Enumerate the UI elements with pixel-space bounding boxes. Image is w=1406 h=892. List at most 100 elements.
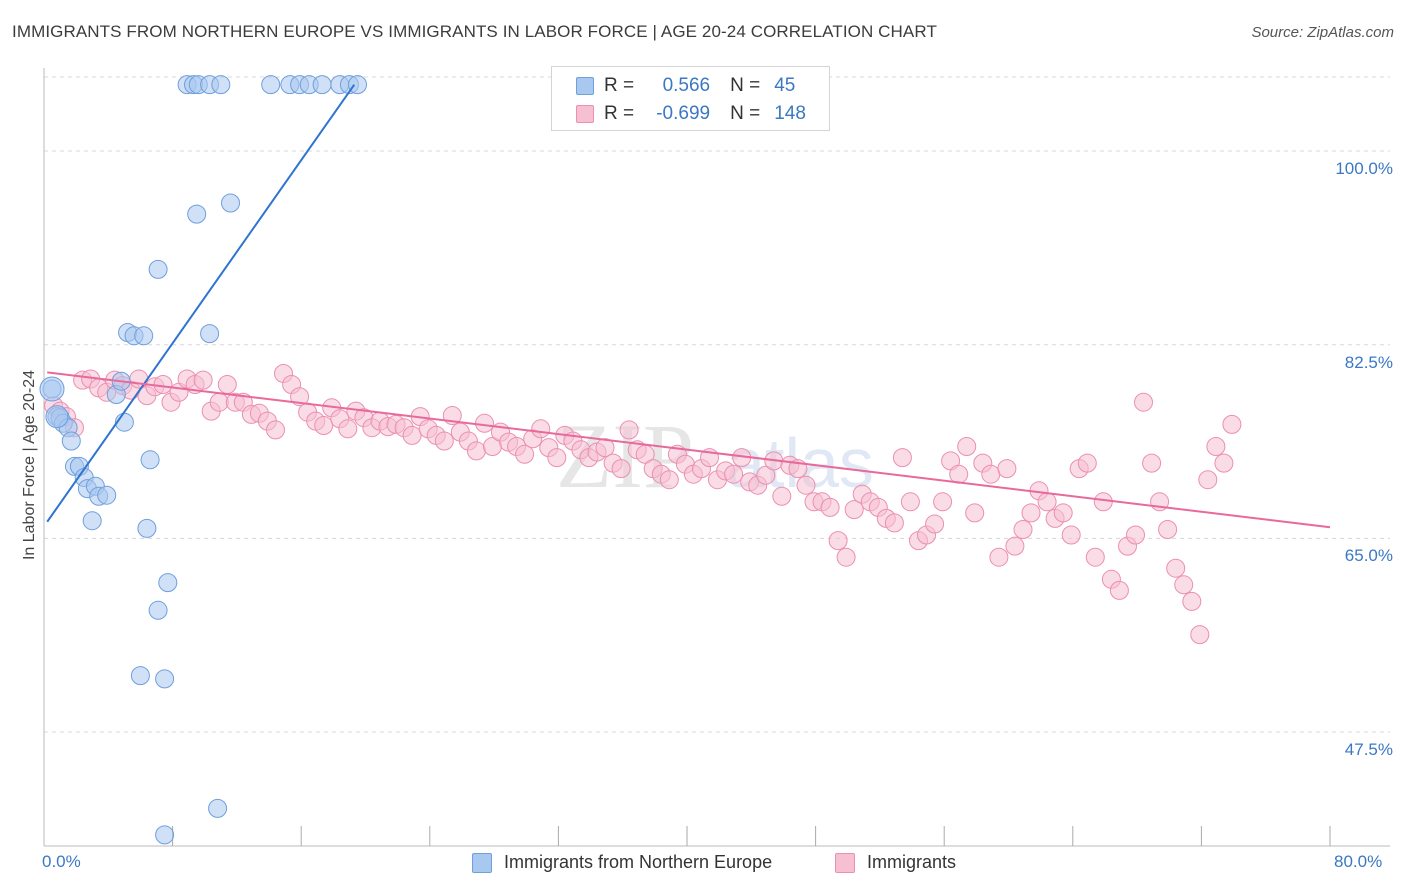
pink-data-point: [724, 464, 744, 484]
pink-data-point: [1005, 536, 1025, 556]
chart-title: IMMIGRANTS FROM NORTHERN EUROPE VS IMMIG…: [12, 22, 937, 41]
blue-data-point: [155, 825, 175, 845]
pink-data-point: [1053, 503, 1073, 523]
pink-data-point: [595, 438, 615, 458]
pink-data-point: [266, 420, 285, 440]
pink-data-point: [997, 459, 1017, 479]
blue-data-point: [158, 573, 178, 593]
blue-data-point: [148, 600, 168, 620]
pink-data-point: [989, 547, 1009, 567]
stats-legend-row-pink: R = -0.699 N = 148: [576, 102, 806, 126]
blue-trend-line: [46, 84, 356, 523]
pink-data-point: [547, 448, 567, 468]
pink-data-point: [1061, 525, 1081, 545]
legend-blue-swatch: [472, 852, 492, 873]
blue-n-value: 45: [774, 75, 796, 96]
pink-data-point: [402, 425, 422, 445]
pink-data-point: [1174, 575, 1194, 595]
pink-data-point: [314, 416, 334, 435]
pink-data-point: [434, 431, 454, 451]
pink-data-point: [900, 492, 920, 512]
pink-data-point: [611, 459, 631, 479]
pink-data-point: [209, 392, 229, 412]
pink-data-point: [1037, 492, 1057, 512]
legend-pink-label: Immigrants: [867, 852, 957, 872]
pink-data-point: [338, 419, 358, 439]
blue-data-point: [155, 669, 175, 689]
x-tick-label-min: 0.0%: [42, 852, 81, 871]
blue-swatch: [576, 77, 594, 95]
pink-data-point: [844, 500, 864, 520]
legend-blue-label: Immigrants from Northern Europe: [504, 852, 773, 872]
blue-data-point: [45, 405, 69, 429]
blue-data-point: [39, 376, 65, 402]
legend-item-immigrants[interactable]: Immigrants: [835, 852, 956, 873]
pink-data-point: [129, 369, 149, 389]
pink-data-point: [1206, 437, 1226, 456]
blue-data-point: [148, 259, 168, 279]
pink-r-value: -0.699: [656, 103, 711, 124]
blue-data-point: [140, 450, 160, 470]
blue-data-point: [261, 75, 281, 95]
y-tick-label: 47.5%: [1344, 740, 1393, 760]
pink-data-point: [1222, 414, 1242, 434]
pink-data-point: [892, 448, 912, 468]
pink-data-point: [756, 465, 776, 485]
pink-data-point: [836, 547, 856, 567]
pink-data-point: [1158, 520, 1178, 539]
pink-data-point: [933, 492, 953, 512]
blue-data-point: [221, 193, 240, 213]
pink-data-point: [466, 441, 486, 461]
pink-data-point: [515, 444, 535, 464]
blue-data-point: [312, 75, 332, 95]
y-axis-label: In Labor Force | Age 20-24: [21, 369, 38, 561]
pink-n-value: 148: [774, 103, 806, 124]
blue-data-point: [137, 518, 157, 538]
y-tick-label: 82.5%: [1344, 352, 1393, 372]
pink-data-point: [1214, 453, 1234, 473]
pink-data-point: [1182, 591, 1202, 611]
stats-legend: R = 0.566 N = 45 R = -0.699 N = 148: [551, 66, 830, 131]
blue-data-point: [61, 431, 81, 451]
pink-data-point: [1093, 492, 1113, 512]
pink-data-point: [828, 531, 848, 551]
pink-data-point: [475, 413, 494, 433]
pink-data-point: [925, 514, 945, 534]
pink-data-point: [1134, 392, 1153, 412]
blue-data-point: [130, 666, 150, 686]
pink-data-point: [1013, 520, 1033, 539]
r-label: R =: [604, 75, 635, 96]
blue-r-value: 0.566: [662, 75, 711, 96]
pink-swatch: [576, 105, 594, 123]
blue-data-point: [211, 75, 231, 95]
pink-data-point: [949, 464, 969, 484]
blue-data-point: [82, 511, 102, 531]
pink-data-point: [619, 420, 639, 440]
blue-data-point: [200, 324, 220, 344]
blue-data-point: [348, 75, 367, 95]
pink-data-point: [981, 464, 1001, 484]
legend-pink-swatch: [835, 852, 855, 873]
source-label: Source: ZipAtlas.com: [1251, 24, 1394, 41]
legend-item-northern-europe[interactable]: Immigrants from Northern Europe: [472, 852, 772, 873]
pink-data-point: [290, 387, 310, 407]
blue-data-point: [97, 485, 117, 505]
pink-data-point: [531, 419, 551, 439]
pink-data-point: [1085, 547, 1105, 567]
pink-trend-line: [47, 371, 1331, 529]
pink-data-point: [217, 375, 237, 394]
pink-data-point: [1126, 525, 1145, 545]
pink-data-point: [153, 375, 173, 394]
pink-data-point: [193, 370, 213, 390]
pink-data-point: [1198, 470, 1218, 490]
pink-data-point: [965, 503, 985, 523]
y-tick-label: 65.0%: [1344, 546, 1393, 566]
pink-data-point: [1166, 558, 1186, 578]
pink-data-point: [820, 497, 840, 517]
blue-data-point: [134, 326, 154, 346]
pink-data-point: [1109, 580, 1129, 600]
pink-data-point: [796, 475, 816, 495]
pink-data-point: [1077, 453, 1097, 473]
stats-legend-row-blue: R = 0.566 N = 45: [576, 74, 795, 98]
